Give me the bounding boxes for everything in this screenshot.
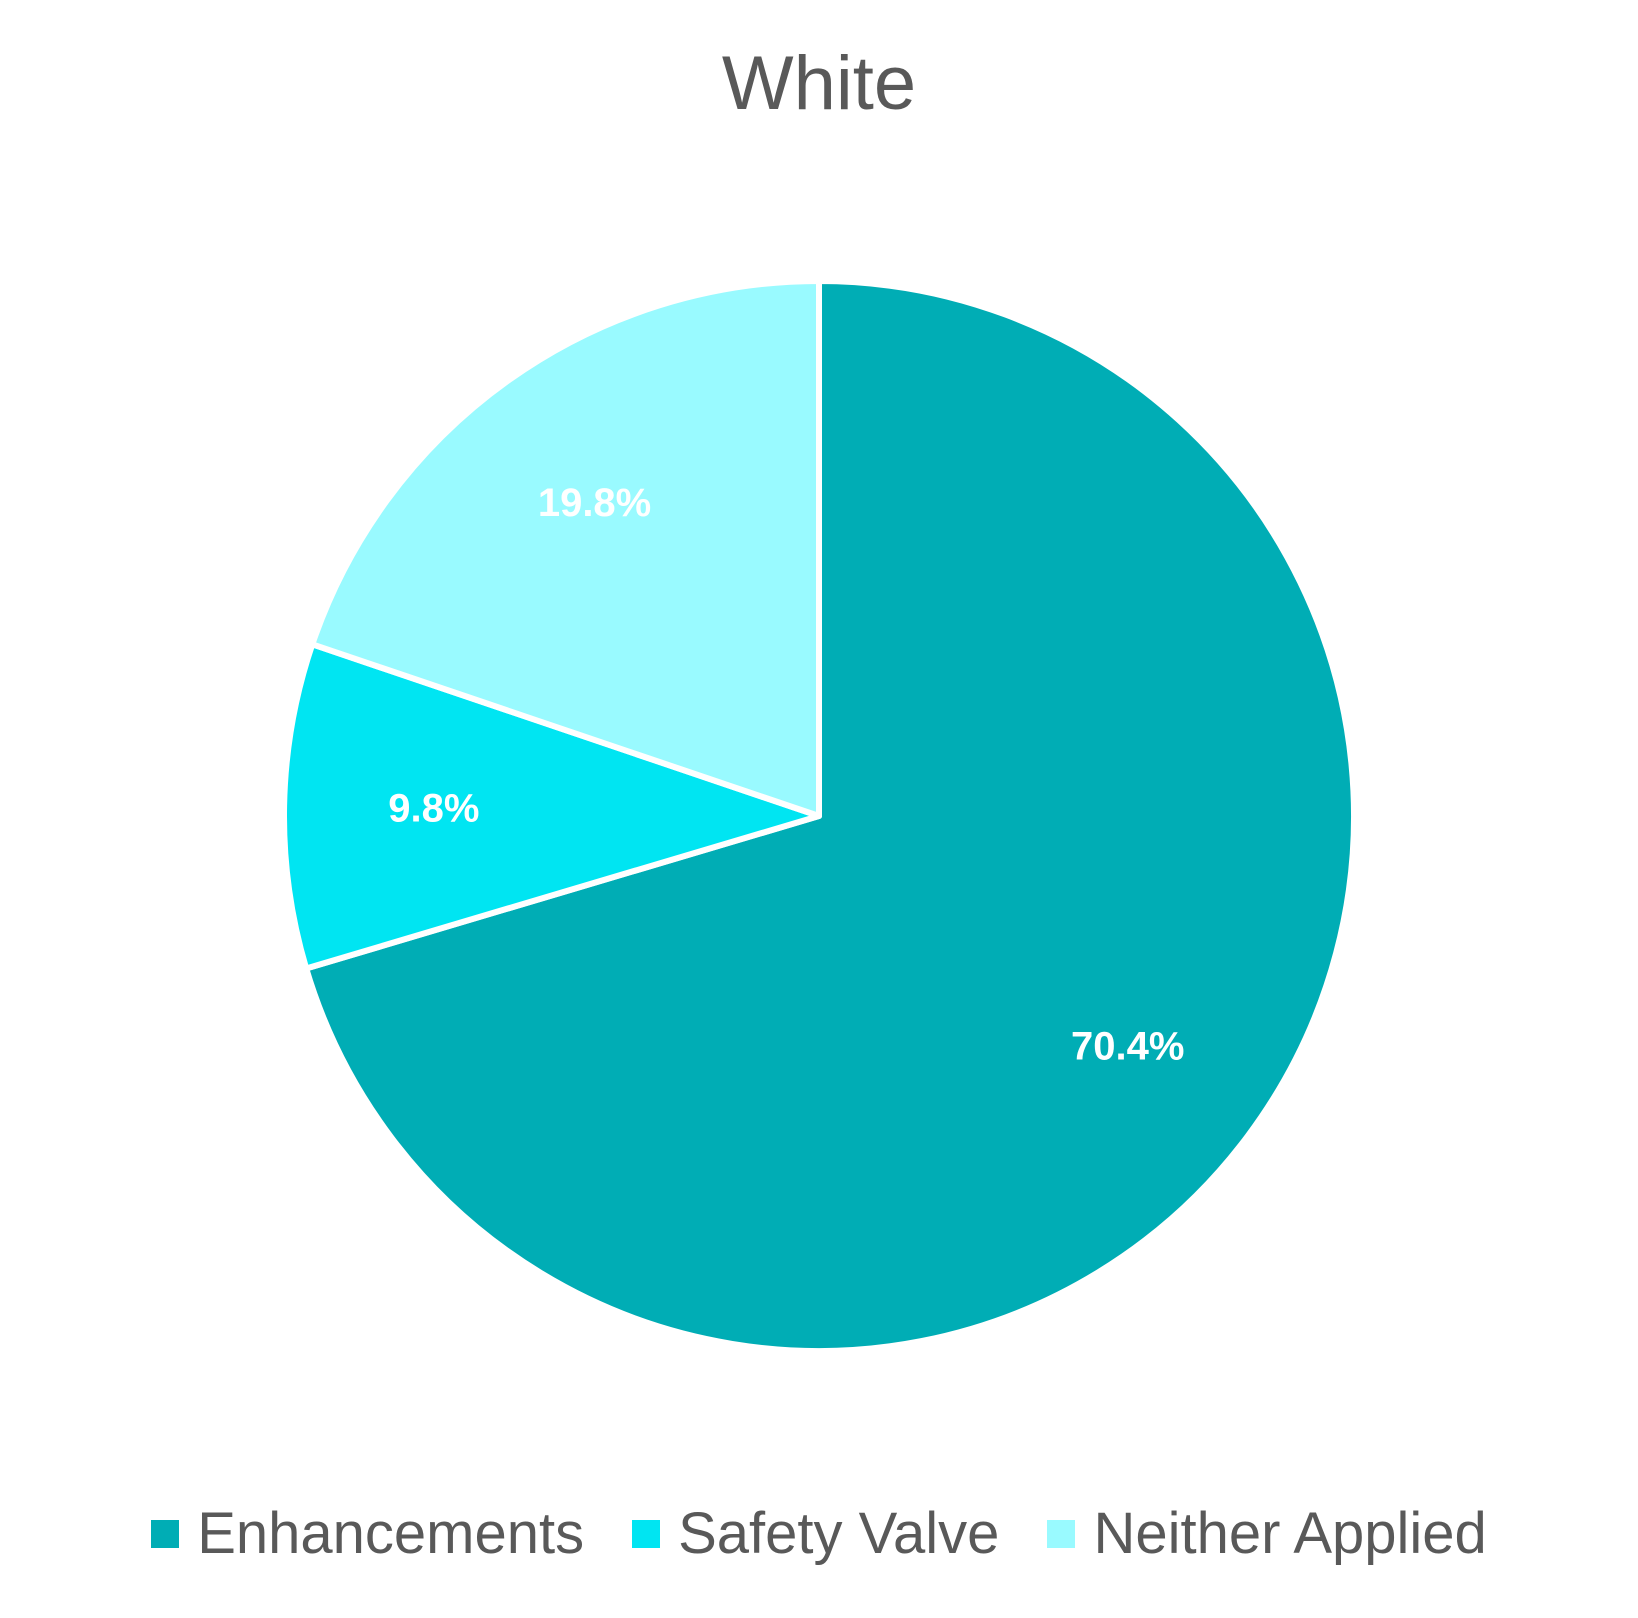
legend-swatch-neither-applied	[1047, 1519, 1076, 1548]
legend-label: Neither Applied	[1093, 1501, 1487, 1566]
pie-slice-enhancements	[303, 278, 1357, 1354]
legend-label: Enhancements	[197, 1501, 585, 1566]
pie-slice-neither-applied	[309, 278, 822, 819]
legend-item-safety-valve: Safety Valve	[632, 1500, 999, 1567]
data-label-safety-valve: 9.8%	[388, 787, 479, 831]
legend-label: Safety Valve	[678, 1501, 1000, 1566]
legend: Enhancements Safety Valve Neither Applie…	[0, 1500, 1638, 1567]
legend-swatch-enhancements	[151, 1519, 180, 1548]
pie-slice-safety-valve	[281, 641, 822, 972]
data-label-enhancements: 70.4%	[1071, 1024, 1184, 1068]
data-label-neither-applied: 19.8%	[538, 481, 651, 525]
legend-item-enhancements: Enhancements	[151, 1500, 584, 1567]
legend-item-neither-applied: Neither Applied	[1047, 1500, 1487, 1567]
chart-title: White	[721, 41, 917, 126]
legend-swatch-safety-valve	[632, 1519, 661, 1548]
